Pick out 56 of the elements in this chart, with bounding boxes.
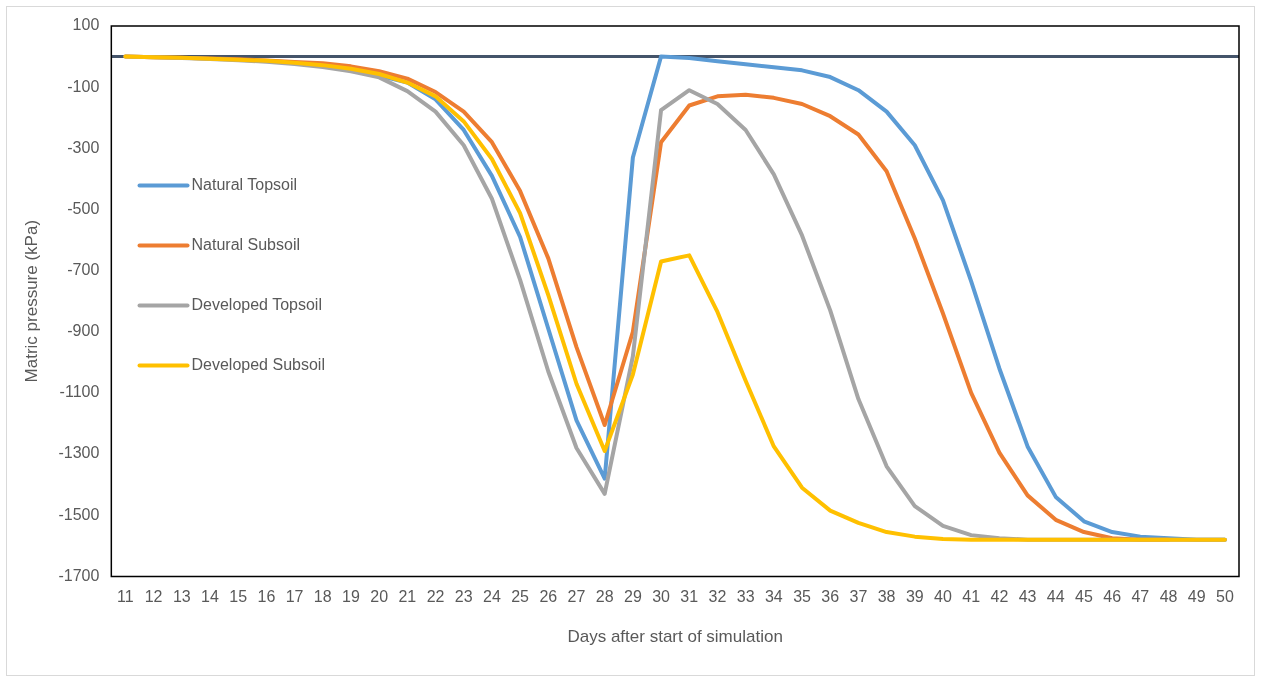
x-tick-label: 37 (849, 588, 868, 606)
x-tick-label: 16 (257, 588, 276, 606)
x-tick-label: 27 (567, 588, 586, 606)
x-tick-label: 32 (708, 588, 727, 606)
x-tick-label: 30 (652, 588, 671, 606)
x-tick-label: 20 (370, 588, 389, 606)
x-axis-title: Days after start of simulation (567, 627, 783, 647)
x-tick-label: 35 (793, 588, 812, 606)
x-tick-label: 23 (454, 588, 473, 606)
x-tick-label: 46 (1103, 588, 1122, 606)
x-tick-label: 43 (1018, 588, 1037, 606)
x-tick-label: 21 (398, 588, 417, 606)
x-tick-label: 25 (511, 588, 530, 606)
x-tick-label: 22 (426, 588, 445, 606)
x-tick-label: 47 (1131, 588, 1150, 606)
x-tick-label: 24 (483, 588, 501, 606)
legend-label: Natural Subsoil (191, 236, 301, 254)
y-tick-label: -1100 (59, 383, 100, 401)
y-tick-label: -900 (67, 322, 100, 340)
x-tick-label: 50 (1216, 588, 1234, 606)
x-tick-label: 26 (539, 588, 558, 606)
y-tick-label: -300 (67, 138, 100, 156)
x-tick-label: 48 (1159, 588, 1178, 606)
x-tick-label: 28 (595, 588, 614, 606)
x-tick-label: 13 (172, 588, 191, 606)
x-tick-label: 33 (736, 588, 755, 606)
x-tick-label: 34 (764, 588, 783, 606)
x-tick-label: 45 (1075, 588, 1093, 606)
x-tick-label: 38 (877, 588, 896, 606)
y-tick-label: -700 (67, 261, 100, 279)
y-tick-label: -1700 (58, 566, 100, 584)
x-tick-label: 19 (342, 588, 360, 606)
x-tick-label: 17 (285, 588, 304, 606)
x-tick-label: 40 (934, 588, 952, 606)
x-tick-label: 31 (680, 588, 699, 606)
y-tick-label: -500 (67, 199, 100, 217)
legend-label: Developed Topsoil (191, 296, 322, 314)
x-tick-label: 42 (990, 588, 1009, 606)
y-tick-label: 100 (72, 16, 100, 34)
x-tick-label: 36 (821, 588, 840, 606)
y-tick-label: -1300 (58, 444, 100, 462)
y-tick-label: -1500 (58, 505, 100, 523)
x-tick-label: 39 (905, 588, 924, 606)
x-tick-label: 15 (229, 588, 248, 606)
x-tick-label: 41 (962, 588, 981, 606)
x-tick-label: 29 (623, 588, 642, 606)
x-tick-label: 18 (313, 588, 332, 606)
y-tick-label: -100 (67, 77, 100, 95)
x-tick-label: 44 (1046, 588, 1065, 606)
x-tick-label: 11 (117, 588, 134, 606)
x-tick-label: 14 (201, 588, 219, 606)
legend-label: Developed Subsoil (191, 356, 325, 374)
x-tick-label: 12 (144, 588, 163, 606)
x-tick-label: 49 (1187, 588, 1206, 606)
legend-label: Natural Topsoil (191, 176, 298, 194)
y-axis-title: Matric pressure (kPa) (21, 219, 41, 383)
